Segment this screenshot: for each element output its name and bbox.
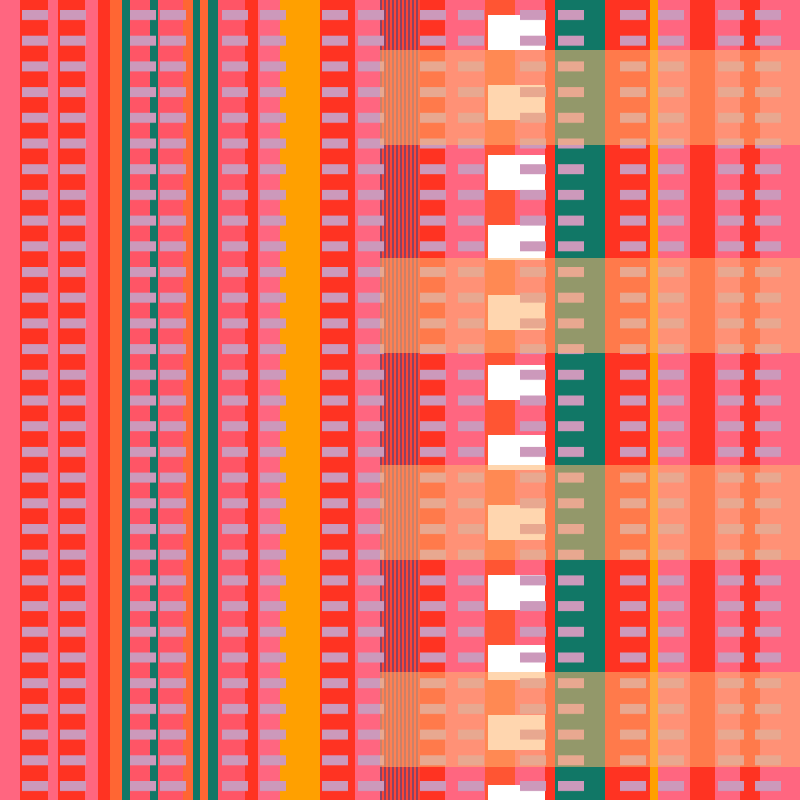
dash-column (60, 0, 86, 800)
stripe (545, 0, 555, 800)
stripe (193, 0, 200, 800)
dash-column (358, 0, 384, 800)
dash-column (222, 0, 248, 800)
stripe (280, 0, 320, 800)
stripe (48, 0, 58, 800)
stripe (98, 0, 110, 800)
stripe (85, 0, 98, 800)
dash-column (322, 0, 348, 800)
dash-column (160, 0, 186, 800)
stripe (122, 0, 130, 800)
stripe (183, 0, 193, 800)
stripe (245, 0, 258, 800)
stripe (0, 0, 20, 800)
overlay-band (380, 258, 800, 353)
dash-column (130, 0, 156, 800)
overlay-band (380, 465, 800, 560)
stripe (208, 0, 218, 800)
overlay-band (380, 50, 800, 145)
stripe (200, 0, 208, 800)
dash-column (22, 0, 48, 800)
dash-column (260, 0, 286, 800)
stripe (110, 0, 122, 800)
stripe (650, 0, 658, 800)
overlay-band (380, 672, 800, 767)
